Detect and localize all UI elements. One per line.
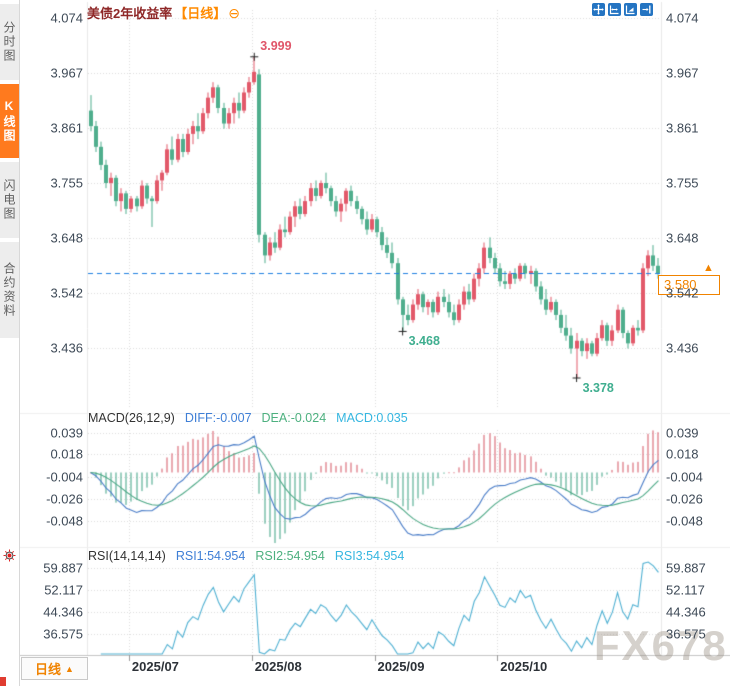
y-axis-price-label: 3.436 [50,340,83,356]
sidebar-tab-candle-chart[interactable]: K线图 [0,84,19,158]
x-axis-month-label: 2025/07 [131,659,179,674]
pan-icon[interactable] [592,3,605,16]
period-selector[interactable]: 日线 ▲ [21,657,88,680]
rsi-axis-label-right: 36.575 [666,626,706,642]
x-axis-month-label: 2025/09 [377,659,425,674]
y-axis-price-label-right: 3.967 [666,65,699,81]
scale-axis-icon[interactable] [624,3,637,16]
y-axis-price-label-right: 3.861 [666,120,699,136]
macd-diff-value: DIFF:-0.007 [184,411,252,425]
macd-axis-label-right: -0.004 [666,469,703,485]
chart-toolbar [592,3,653,16]
sidebar: 分时图 K线图 闪电图 合约资料 [0,0,20,686]
sidebar-tab-label: 分时图 [2,21,16,63]
price-annotation: 3.468 [408,334,440,349]
rsi-axis-label-right: 59.887 [666,560,706,576]
y-axis-price-label: 3.967 [50,65,83,81]
macd-macd-value: MACD:0.035 [336,411,408,425]
macd-axis-label: 0.018 [50,446,83,462]
watermark: FX678 [594,622,728,669]
y-axis-price-label-right: 3.436 [666,340,699,356]
period-dropdown-arrow-icon: ▲ [65,663,74,674]
y-axis-price-label-right: 3.542 [666,285,699,301]
price-up-arrow-icon: ▲ [703,262,714,274]
rsi-axis-label-right: 44.346 [666,604,706,620]
macd-header: MACD(26,12,9) DIFF:-0.007 DEA:-0.024 MACD:0… [88,411,418,425]
y-axis-price-label-right: 4.074 [666,10,699,26]
price-annotation: 3.999 [260,38,292,53]
rsi-name: RSI(14,14,14) [88,549,166,563]
current-price-tag: 3.580 [658,275,720,295]
bottom-left-marker [0,677,6,686]
macd-axis-label-right: -0.048 [666,513,703,529]
rsi2-value: RSI2:54.954 [255,549,325,563]
rsi-axis-label: 44.346 [43,604,83,620]
rsi-axis-label-right: 52.117 [666,582,705,598]
macd-axis-label-right: -0.026 [666,491,703,507]
rsi3-value: RSI3:54.954 [334,549,405,563]
collapse-icon[interactable]: ⊖ [228,5,240,21]
sidebar-tab-label: 合约资料 [2,262,16,318]
macd-axis-label-right: 0.039 [666,425,699,441]
y-axis-price-label-right: 3.648 [666,230,699,246]
macd-name: MACD(26,12,9) [88,411,175,425]
price-annotation: 3.378 [582,381,614,395]
macd-dea-value: DEA:-0.024 [261,411,327,425]
y-axis-price-label: 3.861 [50,120,83,136]
rsi-axis-label: 59.887 [43,560,83,576]
goto-latest-icon[interactable] [640,3,653,16]
sidebar-tab-label: 闪电图 [2,179,16,221]
rsi-header: RSI(14,14,14) RSI1:54.954 RSI2:54.954 RSI3:… [88,549,414,563]
y-axis-price-label: 4.074 [50,10,83,26]
sidebar-tab-contract-info[interactable]: 合约资料 [0,242,19,338]
macd-axis-label-right: 0.018 [666,446,699,462]
y-axis-price-label: 3.648 [50,230,83,246]
macd-axis-label: -0.048 [46,513,83,529]
sidebar-tab-flash-chart[interactable]: 闪电图 [0,162,19,238]
rsi1-value: RSI1:54.954 [175,549,246,563]
fit-horizontal-icon[interactable] [608,3,621,16]
rsi-axis-label: 52.117 [44,582,83,598]
macd-axis-label: 0.039 [50,425,83,441]
x-axis-month-label: 2025/10 [500,659,548,674]
period-label: 日线 [35,662,62,677]
y-axis-price-label-right: 3.755 [666,175,699,191]
sidebar-tab-time-chart[interactable]: 分时图 [0,4,19,80]
macd-axis-label: -0.004 [46,469,83,485]
sidebar-tab-label: K线图 [2,99,16,143]
y-axis-price-label: 3.542 [50,285,83,301]
rsi-settings-icon[interactable] [3,549,16,562]
current-price-value: 3.580 [664,277,697,292]
x-axis-month-label: 2025/08 [254,659,302,674]
y-axis-price-label: 3.755 [50,175,83,191]
macd-axis-label: -0.026 [46,491,83,507]
period-tag: 【日线】 [174,6,227,21]
instrument-title: 美债2年收益率 [87,6,173,21]
rsi-axis-label: 36.575 [43,626,83,642]
chart-title-bar: 美债2年收益率 【日线】 ⊖ [87,3,240,22]
